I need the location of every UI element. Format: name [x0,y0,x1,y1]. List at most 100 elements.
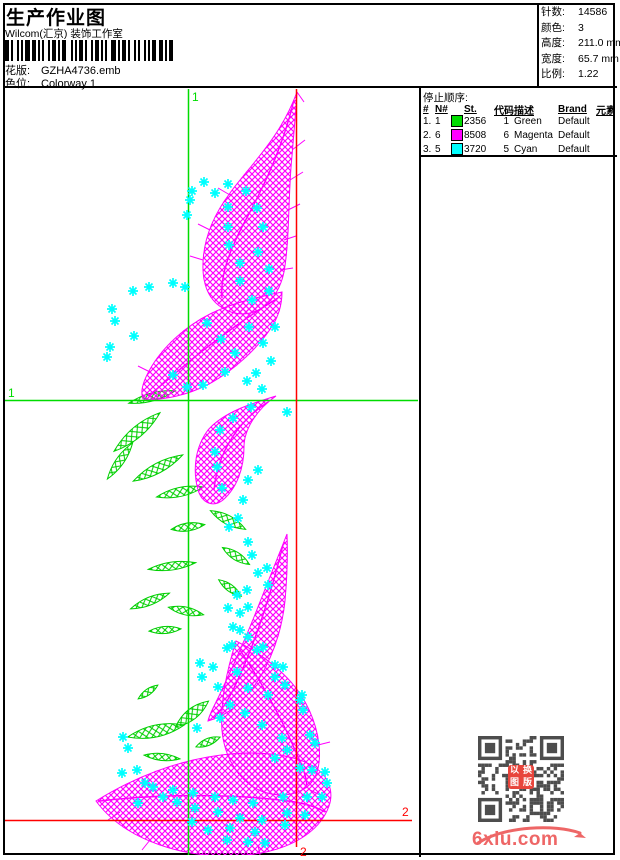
qr-module [491,777,496,781]
barcode-bar [5,40,10,61]
barcode-bar [168,40,173,61]
qr-module [495,770,499,774]
qr-module [529,739,534,743]
qr-module [491,773,496,778]
header-divider [3,86,617,88]
qr-module [533,797,537,802]
qr-module [560,773,564,778]
code-cell: 6 [503,129,509,141]
barcode-space [50,40,53,61]
qr-module [529,749,534,754]
desc-cell: Magenta [514,129,553,141]
qr-module [529,760,534,764]
qr-module [533,753,537,757]
qr-module [478,770,482,774]
qr-module [560,801,564,805]
qr-module [481,770,485,774]
qr-module [560,763,564,767]
n-cell: 1 [435,115,441,127]
barcode-bar [138,40,141,61]
qr-module [505,749,509,754]
qr-module [481,791,485,795]
stop-sequence-title: 停止顺序: [423,92,468,104]
seq-cell: 1. [423,115,432,127]
stop-table-bottom-border [421,155,617,157]
qr-module [550,763,554,767]
qr-module [533,736,537,740]
qr-module [536,780,540,785]
barcode-bar [101,40,104,61]
qr-module [522,753,527,757]
column-header-brand: Brand [558,104,587,115]
qr-module [546,773,551,778]
barcode-space [136,40,139,61]
qr-module [508,797,513,802]
qr-module [495,791,499,795]
qr-module [536,766,540,771]
qr-module [539,780,544,785]
info-value: 14586 [578,6,608,18]
qr-module [529,753,534,757]
st-cell: 3720 [464,143,487,155]
column-header-n: N# [435,104,448,115]
n-cell: 5 [435,143,441,155]
qr-module [536,811,540,816]
barcode-space [72,40,75,61]
qr-module [550,780,554,785]
qr-module [522,818,527,822]
studio-line: Wilcom(汇京) 装饰工作室 [5,28,123,40]
qr-module [508,739,513,743]
qr-module [543,787,547,792]
barcode-space [140,40,145,61]
qr-module [484,777,489,781]
qr-module [557,808,561,812]
qr-module [505,777,509,781]
qr-module [560,791,564,795]
qr-module [533,760,537,764]
qr-module [536,787,540,792]
qr-module [550,804,554,809]
barcode-bar [21,40,24,61]
qr-module [550,801,554,805]
qr-module [505,763,509,767]
info-value: 1.22 [578,68,599,80]
qr-module [553,784,558,788]
qr-module [553,787,558,792]
qr-module [505,753,509,757]
code-cell: 1 [503,115,509,127]
barcode-space [146,40,149,61]
qr-finder-eye [484,742,496,754]
qr-module [481,763,485,767]
qr-module [550,818,554,822]
qr-module [515,742,520,747]
barcode-bar [127,40,130,61]
color-swatch [451,143,463,155]
qr-finder-eye [546,742,558,754]
qr-module [512,753,516,757]
color-swatch [451,129,463,141]
qr-module [522,787,527,792]
qr-module [512,818,516,822]
qr-module [550,797,554,802]
info-label: 针数: [541,6,565,18]
qr-module [536,797,540,802]
qr-module [546,766,551,771]
barcode-bar [111,40,116,61]
qr-module [488,763,492,767]
barcode-space [99,40,102,61]
info-value: 3 [578,21,584,34]
qr-module [515,791,520,795]
color-swatch [451,115,463,127]
qr-module [546,818,551,822]
qr-module [553,797,558,802]
qr-module [543,815,547,819]
barcode-space [166,40,169,61]
qr-module [539,815,544,819]
barcode-space [156,40,159,61]
qr-seal-logo: 以 换 图 版 [508,765,534,789]
qr-module [498,763,503,767]
qr-module [512,794,516,798]
qr-module [546,787,551,792]
qr-module [539,773,544,778]
barcode-bar [58,40,61,61]
